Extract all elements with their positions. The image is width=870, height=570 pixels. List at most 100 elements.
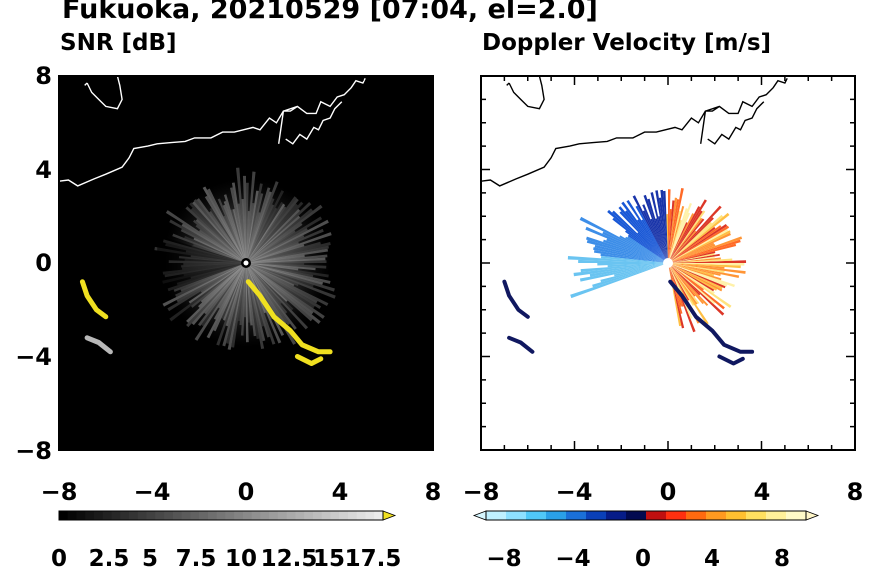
echo-wedge <box>162 263 246 307</box>
echo-wedge <box>223 263 246 321</box>
echo-wedge <box>222 263 246 347</box>
echo-wedge <box>246 263 291 326</box>
doppler-tick-marks <box>480 75 856 451</box>
velocity-wedge <box>607 209 668 263</box>
echo-wedge <box>172 233 246 263</box>
colorbar-segment <box>321 511 331 520</box>
echo-wedge <box>201 263 246 327</box>
echo-wedge <box>246 263 297 330</box>
echo-wedge <box>185 206 246 263</box>
velocity-wedge <box>642 204 668 263</box>
echo-wedge <box>236 167 246 263</box>
echo-wedge <box>180 263 246 292</box>
echo-wedge <box>246 193 264 263</box>
velocity-wedge <box>668 263 696 297</box>
colorbar-segment <box>269 511 279 520</box>
echo-wedge <box>200 263 246 293</box>
velocity-wedge <box>668 218 705 263</box>
velocity-wedge <box>668 200 675 263</box>
echo-wedge <box>246 254 305 263</box>
colorbar-extend-min <box>472 510 487 521</box>
velocity-wedge <box>579 263 668 282</box>
echo-wedge <box>190 263 246 308</box>
velocity-wedge <box>668 263 695 306</box>
echo-wedge <box>180 228 246 263</box>
snr-tick-marks <box>58 75 434 451</box>
y-tick-label: 8 <box>35 62 52 90</box>
velocity-wedge <box>668 263 716 305</box>
velocity-wedge <box>593 250 668 263</box>
echo-wedge <box>246 230 296 263</box>
velocity-wedge <box>668 263 715 292</box>
velocity-wedge <box>655 218 668 263</box>
echo-wedge <box>189 202 246 263</box>
velocity-wedge <box>668 263 717 291</box>
colorbar-segment <box>181 511 191 520</box>
echo-wedge <box>246 235 305 263</box>
echo-wedge <box>246 263 314 278</box>
velocity-wedge <box>668 202 692 263</box>
echo-wedge <box>246 190 285 263</box>
echo-wedge <box>231 182 246 263</box>
echo-wedge <box>246 232 332 263</box>
velocity-wedge <box>668 230 697 263</box>
echo-wedge <box>230 187 246 263</box>
echo-wedge <box>223 215 246 263</box>
velocity-wedge <box>668 263 728 287</box>
echo-wedge <box>246 263 299 271</box>
echo-wedge <box>194 263 246 341</box>
colorbar-frame <box>485 510 807 521</box>
doppler-colorbar-labels: −8 −4 0 4 8 <box>486 546 790 570</box>
echo-wedge <box>246 182 249 263</box>
velocity-wedge <box>668 210 706 263</box>
snr-y-tick-labels: 8 4 0 −4 −8 <box>15 62 52 465</box>
colorbar-segment <box>356 511 366 520</box>
echo-wedge <box>246 263 253 326</box>
echo-wedge <box>197 263 246 327</box>
echo-wedge <box>246 201 284 263</box>
velocity-wedge <box>668 263 698 305</box>
echo-wedge <box>186 263 246 323</box>
echo-wedge <box>209 211 246 263</box>
echo-wedge <box>231 263 246 348</box>
velocity-wedge <box>668 263 704 305</box>
velocity-wedge <box>666 214 668 263</box>
velocity-wedge <box>594 244 668 263</box>
velocity-wedge <box>668 263 709 307</box>
echo-wedge <box>246 208 301 263</box>
echo-wedge <box>173 263 246 292</box>
echo-wedge <box>246 187 271 263</box>
velocity-wedge <box>597 263 668 266</box>
velocity-wedge <box>635 205 668 263</box>
echo-wedge <box>191 245 246 263</box>
x-tick-label: 8 <box>425 478 442 506</box>
velocity-wedge <box>668 225 722 263</box>
remote-echo <box>502 279 530 319</box>
velocity-wedge <box>668 263 682 327</box>
colorbar-segment <box>486 511 507 520</box>
y-tick-label: 4 <box>35 156 52 184</box>
echo-wedge <box>232 208 246 263</box>
doppler-panel-title: Doppler Velocity [m/s] <box>482 30 772 56</box>
velocity-wedge <box>668 251 716 263</box>
echo-wedge <box>222 204 246 263</box>
velocity-wedge <box>668 189 671 263</box>
velocity-wedge <box>668 212 730 263</box>
snr-colorbar-labels: 0 2.5 5 7.5 10 12.5 15 17.5 <box>51 546 401 570</box>
echo-wedge <box>246 263 325 319</box>
colorbar-segment <box>374 511 384 520</box>
echo-wedge <box>196 198 246 263</box>
colorbar-segment <box>225 511 235 520</box>
colorbar-tick-label: 5 <box>142 546 158 570</box>
velocity-wedge <box>668 258 733 263</box>
echo-wedge <box>246 263 265 327</box>
velocity-wedge <box>668 263 709 325</box>
echo-wedge <box>213 263 246 320</box>
velocity-wedge <box>668 253 720 263</box>
colorbar-segment <box>746 511 767 520</box>
echo-wedge <box>244 263 246 318</box>
echo-wedge <box>206 263 246 339</box>
echo-wedge <box>246 260 327 263</box>
velocity-wedge <box>668 206 701 263</box>
x-tick-label: 4 <box>754 478 771 506</box>
